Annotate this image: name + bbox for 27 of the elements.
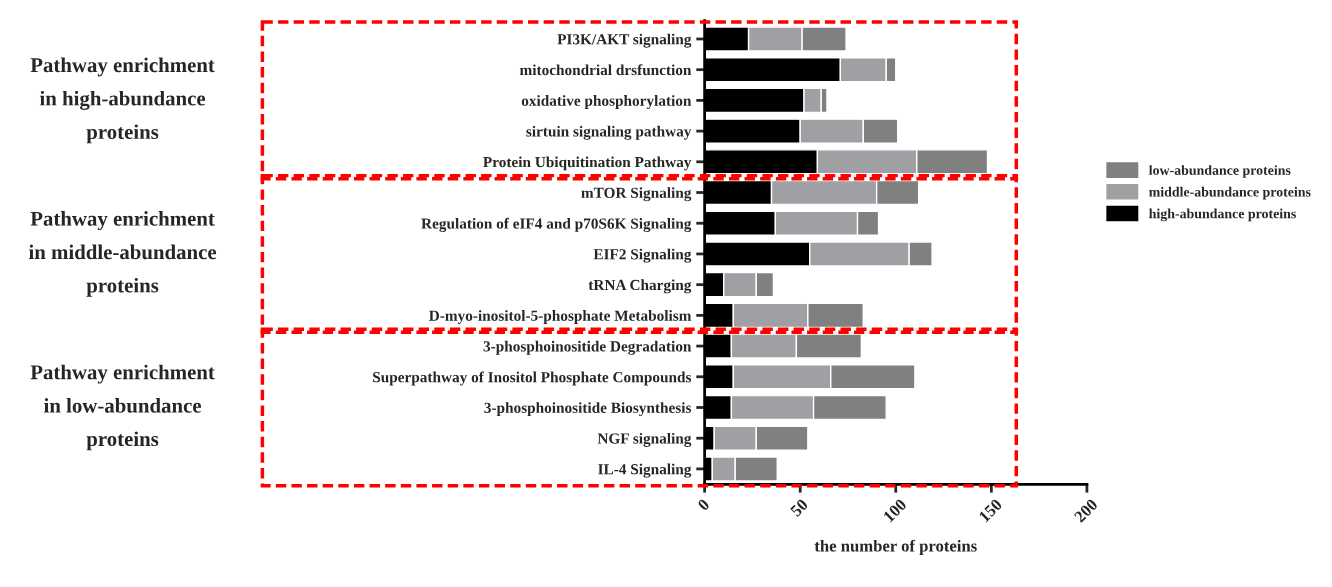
y-tick-label: Protein Ubiquitination Pathway: [483, 156, 692, 171]
x-tick-label: 150: [978, 498, 1003, 523]
text: Pathway enrichment in middle-abundance proteins: [28, 211, 217, 297]
text: Pathway enrichment in high-abundance proteins: [30, 57, 215, 144]
y-tick-label: tRNA Charging: [588, 279, 692, 294]
y-tick-label: Regulation of eIF4 and p70S6K Signaling: [421, 217, 692, 232]
y-tick-label: IL-4 Signaling: [598, 463, 692, 478]
y-tick-label: oxidative phosphorylation: [521, 95, 692, 109]
x-tick-label: 100: [882, 498, 908, 523]
x-tick-label: 50: [789, 498, 809, 518]
y-tick-label: 3-phosphoinositide Degradation: [483, 340, 692, 355]
legend-label: low-abundance proteins: [1149, 165, 1291, 178]
y-tick-label: NGF signaling: [597, 432, 692, 447]
x-axis-title: the number of proteins: [814, 539, 977, 556]
y-tick-label: mitochondrial drsfunction: [519, 64, 692, 76]
y-tick-label: D-myo-inositol-5-phosphate Metabolism: [429, 310, 692, 324]
legend-label: high-abundance proteins: [1149, 208, 1296, 222]
y-tick-label: Superpathway of Inositol Phosphate Compounds: [373, 371, 692, 386]
text: Pathway enrichment in low-abundance proteins: [30, 364, 215, 451]
y-tick-label: EIF2 Signaling: [593, 248, 692, 263]
x-tick-label: 200: [1073, 498, 1099, 523]
y-tick-label: sirtuin signaling pathway: [526, 125, 692, 140]
y-tick-label: 3-phosphoinositide Biosynthesis: [484, 402, 692, 417]
legend-label: middle-abundance proteins: [1149, 186, 1311, 200]
x-tick-label: 0: [697, 498, 711, 512]
y-tick-label: PI3K/AKT signaling: [557, 33, 692, 48]
y-tick-label: mTOR Signaling: [581, 187, 692, 202]
